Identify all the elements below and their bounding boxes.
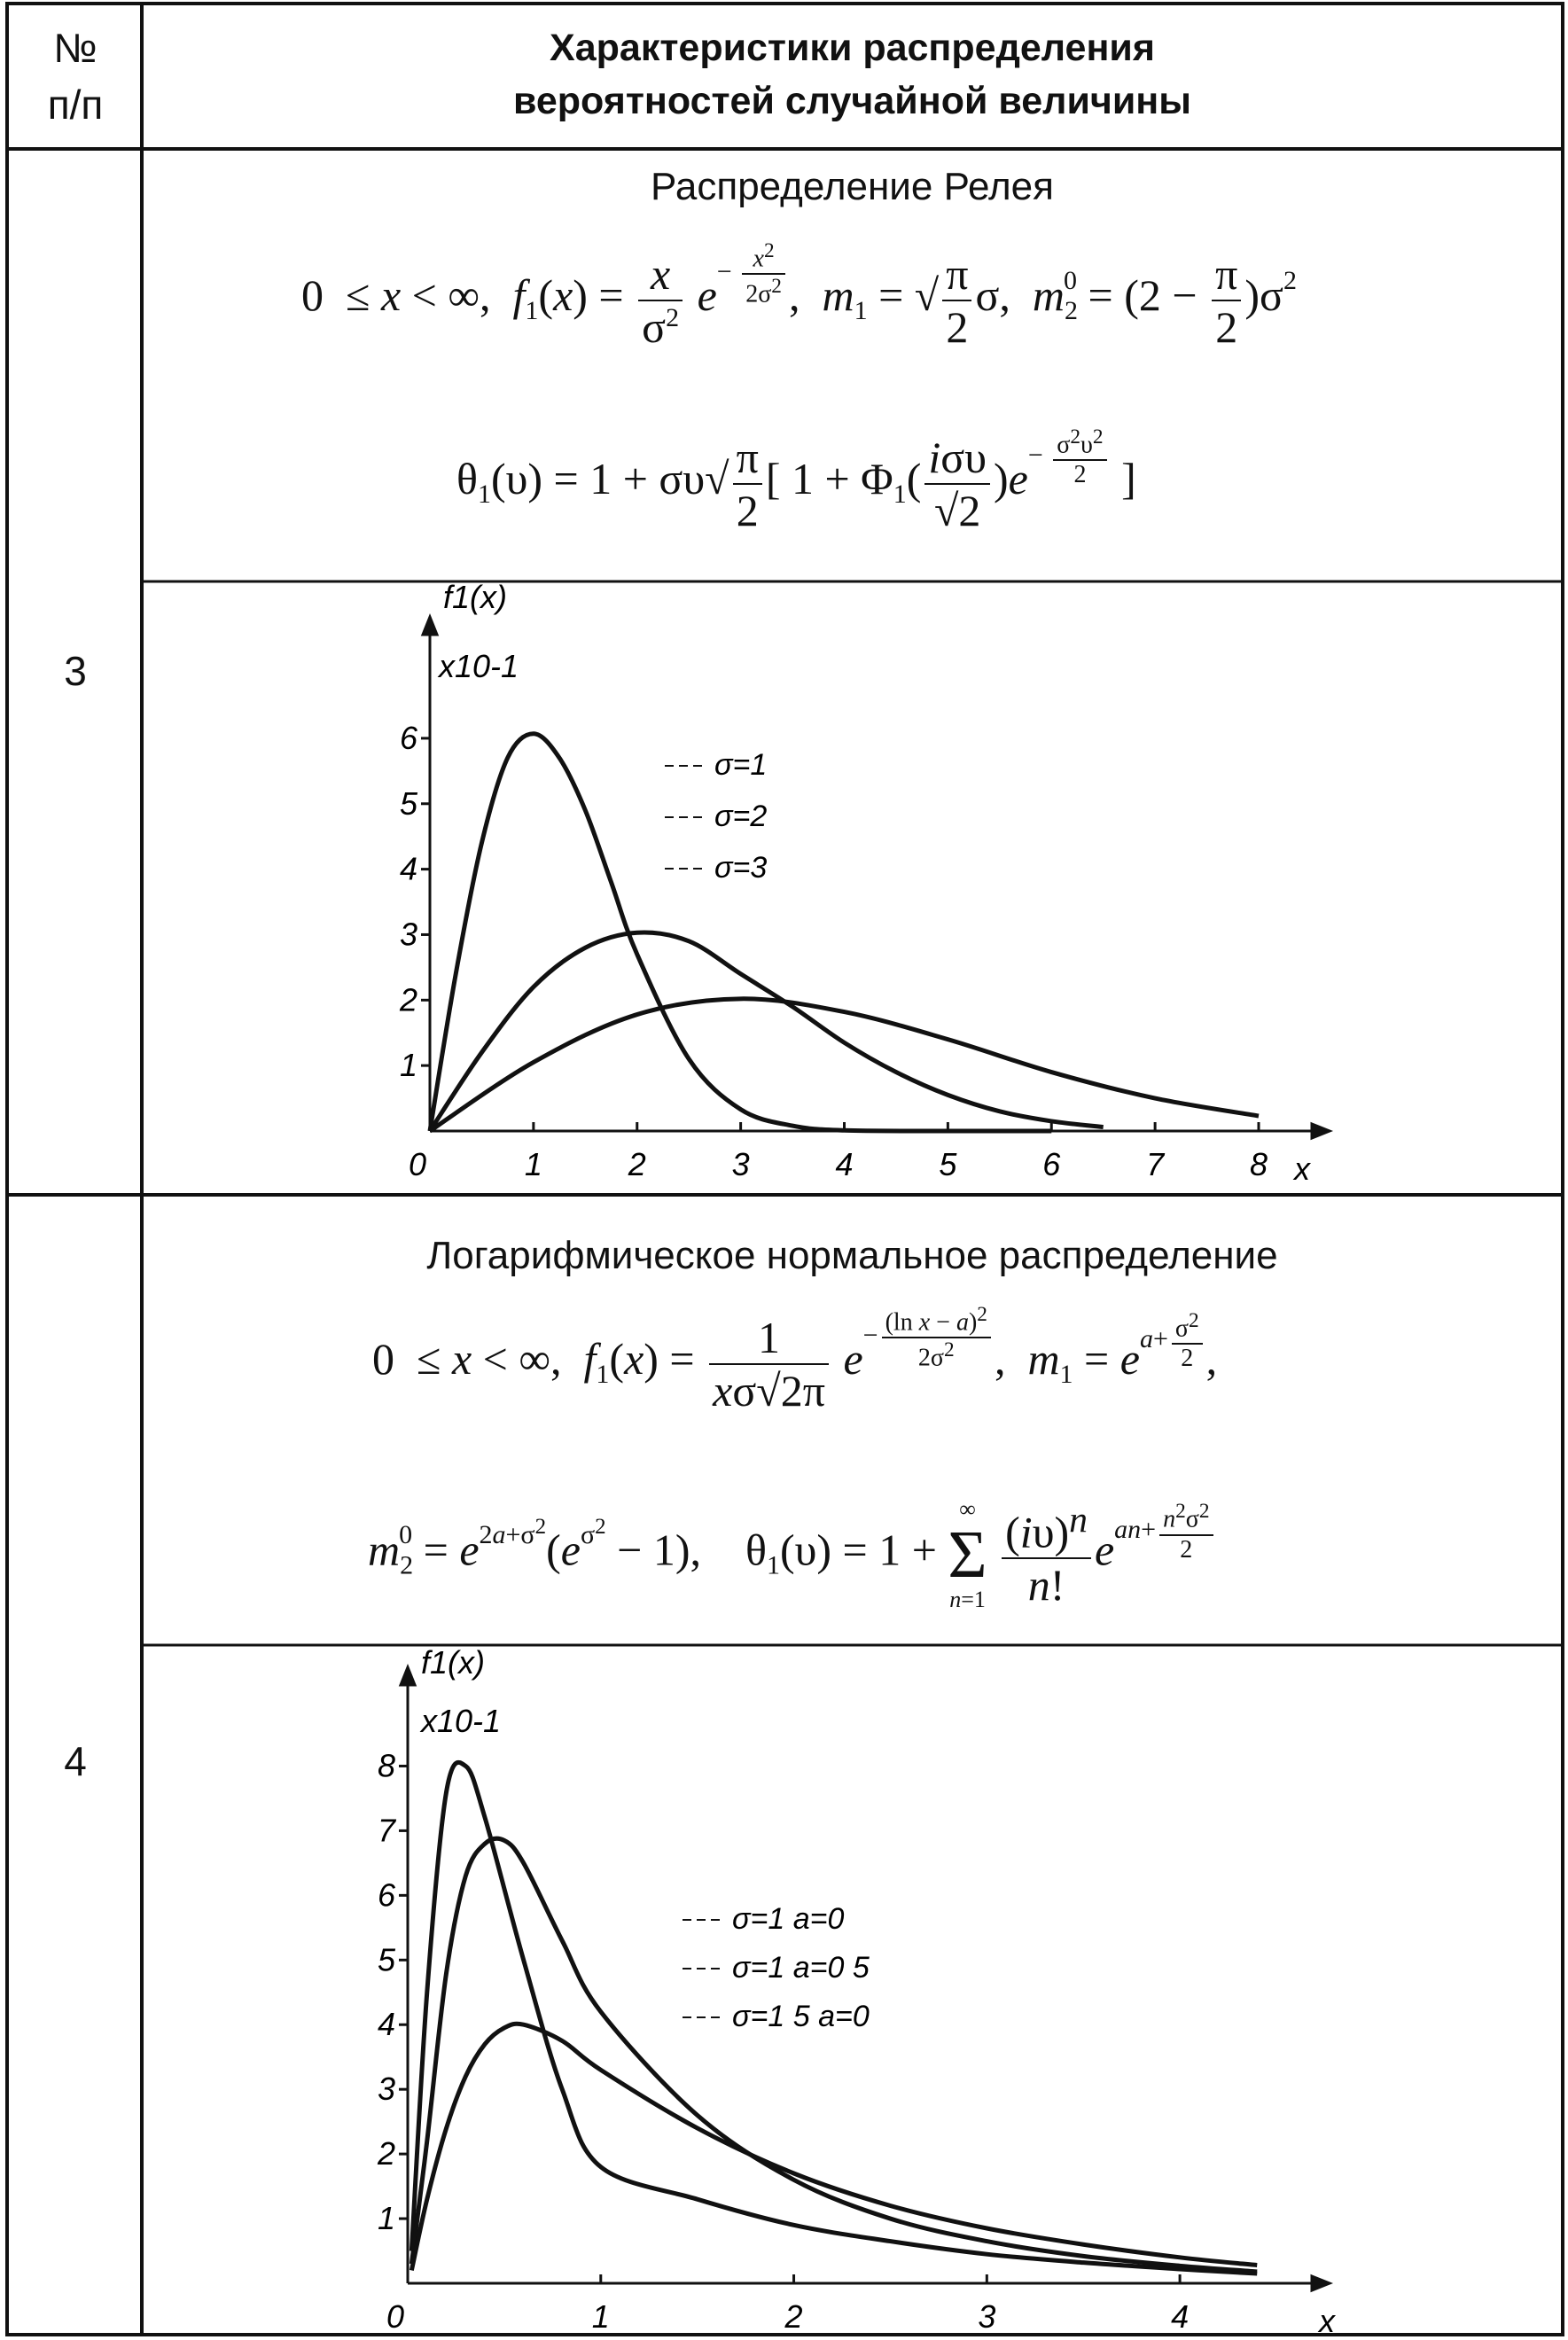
- x-tick-label: 1: [525, 1146, 542, 1182]
- rayleigh-chart: 0 1 2 3 4 5 6 7 8 1 2 3 4 5 6 f1(x) x10-1 x σ=1 σ=2 σ=3: [399, 581, 1334, 1187]
- legend-label: σ=1 5 a=0: [732, 2000, 870, 2033]
- legend-label: σ=3: [714, 851, 767, 885]
- y-axis-arrow: [398, 1663, 417, 1687]
- y-axis-scale: x10-1: [437, 648, 519, 684]
- y-tick-label: 8: [378, 1747, 395, 1783]
- y-tick-label: 2: [377, 2135, 395, 2172]
- x-axis-label: x: [1292, 1150, 1312, 1187]
- legend-label: σ=1: [714, 748, 767, 782]
- row-number-3: 3: [64, 648, 87, 694]
- series-line-2: [409, 1836, 1258, 2274]
- x-axis-arrow: [1310, 2274, 1334, 2293]
- rayleigh-formula-line-1: 0 ≤ x < ∞, f1(x) = x σ2 e− x2 2σ2, m1 = √ π…: [301, 239, 1297, 352]
- y-axis-arrow: [420, 612, 440, 636]
- series-line-1: [427, 731, 1052, 1134]
- lognormal-title: Логарифмическое нормальное распределение: [426, 1234, 1278, 1277]
- x-axis-arrow: [1310, 1121, 1334, 1141]
- y-axis-label: f1(x): [443, 581, 507, 615]
- x-tick-label: 1: [592, 2298, 610, 2335]
- x-tick-label: 0: [386, 2298, 404, 2335]
- x-tick-label: 3: [732, 1146, 750, 1182]
- rayleigh-formula-line-2: θ1(υ) = 1 + συ√ π 2[ 1 + Φ1(iσυ √2)e− σ2υ2 2…: [456, 425, 1136, 535]
- x-tick-label: 7: [1146, 1146, 1166, 1182]
- x-tick-label: 5: [939, 1146, 957, 1182]
- y-tick-label: 2: [399, 981, 417, 1018]
- rayleigh-title: Распределение Релея: [651, 165, 1054, 208]
- x-tick-label: 4: [1171, 2298, 1189, 2335]
- number-abbrev: п/п: [47, 82, 104, 128]
- x-tick-label: 2: [784, 2298, 803, 2335]
- y-tick-label: 7: [378, 1812, 397, 1848]
- y-tick-label: 5: [400, 785, 418, 822]
- y-axis-scale: x10-1: [419, 1703, 501, 1739]
- x-tick-label: 8: [1250, 1146, 1268, 1182]
- y-tick-label: 4: [400, 851, 417, 887]
- legend-label: σ=1 a=0: [732, 1902, 844, 1936]
- legend-label: σ=2: [714, 800, 767, 833]
- y-tick-label: 5: [378, 1941, 396, 1977]
- number-column-header: № п/п: [9, 20, 142, 133]
- series-line-3: [428, 996, 1260, 1134]
- series-line-1: [409, 1759, 1258, 2276]
- table-title-line-2: вероятностей случайной величины: [513, 80, 1191, 122]
- y-tick-label: 1: [378, 2200, 395, 2236]
- y-tick-label: 6: [400, 720, 418, 756]
- x-tick-label: 2: [628, 1146, 646, 1182]
- lognormal-formula-line-2: m20 = e2a+σ2(eσ2 − 1), θ1(υ) = 1 + ∞ Σ n…: [368, 1498, 1217, 1611]
- lognormal-chart: 0 1 2 3 4 1 2 3 4 5 6 7 8 f1(x) x10-1 x σ=1 a=0 σ=1 a…: [377, 1645, 1337, 2335]
- legend-label: σ=1 a=0 5: [732, 1951, 870, 1985]
- number-sign: №: [53, 25, 98, 71]
- x-axis-label: x: [1317, 2303, 1337, 2335]
- series-line-3: [409, 2021, 1258, 2271]
- y-tick-label: 6: [378, 1876, 396, 1913]
- lognormal-formula-line-1: 0 ≤ x < ∞, f1(x) = 1 xσ√2π e− (ln x − a)2 2…: [372, 1303, 1218, 1416]
- x-tick-label: 6: [1042, 1146, 1061, 1182]
- x-tick-label: 0: [409, 1146, 426, 1182]
- table-title-line-1: Характеристики распределения: [550, 27, 1155, 69]
- series-line-2: [427, 930, 1104, 1133]
- y-tick-label: 4: [378, 2006, 395, 2042]
- y-tick-label: 3: [378, 2071, 395, 2107]
- y-tick-label: 3: [400, 916, 417, 952]
- x-tick-label: 3: [978, 2298, 995, 2335]
- x-tick-label: 4: [835, 1146, 853, 1182]
- row-number-4: 4: [64, 1738, 87, 1784]
- table-title: Характеристики распределения вероятносте…: [142, 21, 1563, 128]
- y-axis-label: f1(x): [421, 1645, 485, 1681]
- y-tick-label: 1: [400, 1047, 417, 1083]
